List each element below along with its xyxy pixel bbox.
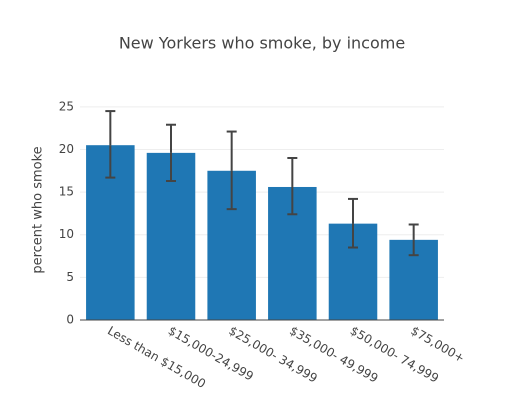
y-tick-label: 25 <box>59 99 74 113</box>
y-tick-label: 5 <box>66 270 74 284</box>
y-tick-label: 0 <box>66 313 74 327</box>
y-axis-label: percent who smoke <box>31 146 46 273</box>
x-tick-label: Less than $15,000 <box>105 324 208 392</box>
y-tick-label: 20 <box>59 142 74 156</box>
chart-title: New Yorkers who smoke, by income <box>119 34 405 53</box>
y-tick-label: 15 <box>59 185 74 199</box>
y-tick-label: 10 <box>59 227 74 241</box>
